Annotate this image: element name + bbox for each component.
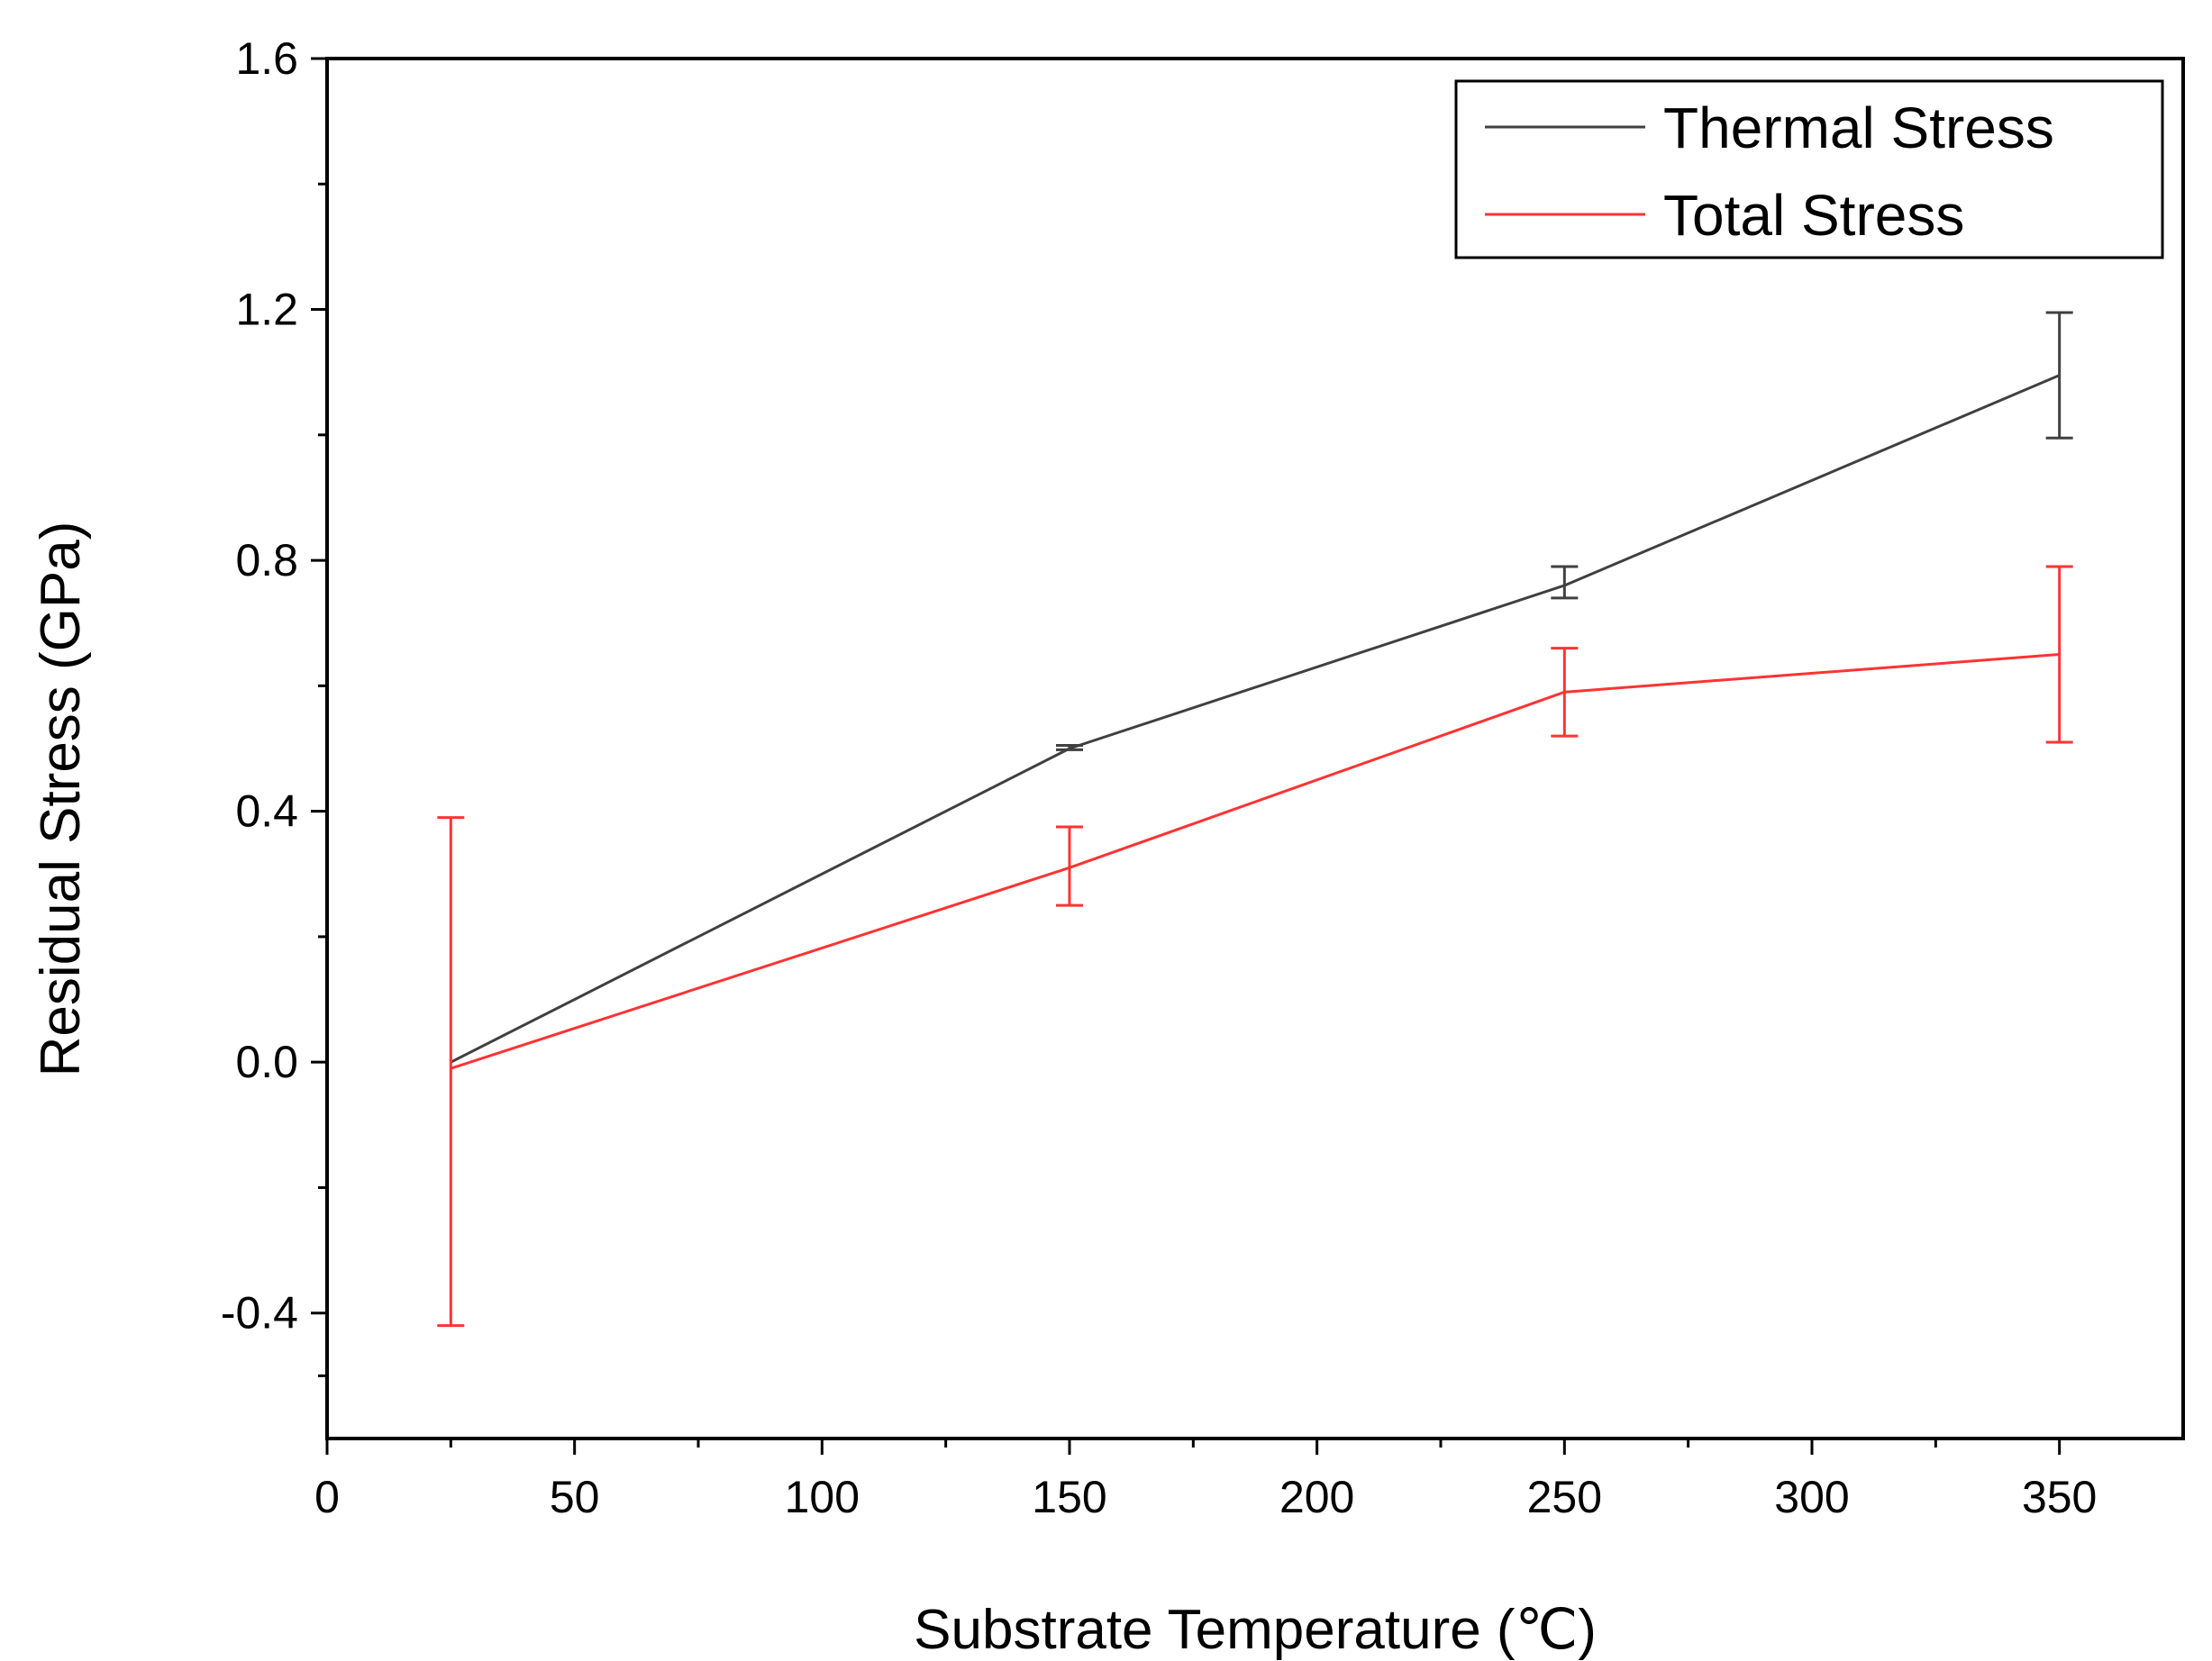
error-bar-total-stress [1551, 647, 1579, 738]
error-bar-thermal-stress [1056, 744, 1083, 751]
x-axis-ticks: 0 50 100 150 200 250 300 350 [314, 1439, 2097, 1522]
plot-area [325, 57, 2185, 1440]
series-line-thermal-stress [450, 374, 2061, 1064]
y-tick-label: -0.4 [221, 1288, 298, 1339]
error-bar-total-stress [437, 816, 465, 1328]
x-axis-title: Substrate Temperature (℃) [914, 1599, 1597, 1661]
x-tick-label: 300 [1774, 1472, 1849, 1522]
y-axis-title: Residual Stress (GPa) [30, 522, 92, 1077]
y-tick-label: 0.0 [235, 1037, 298, 1087]
error-bar-thermal-stress [1551, 565, 1579, 600]
x-tick-label: 100 [785, 1472, 860, 1522]
legend-label-total-stress: Total Stress [1663, 183, 1964, 248]
x-tick-label: 150 [1032, 1472, 1106, 1522]
legend: Thermal Stress Total Stress [1454, 79, 2164, 259]
series-layer [437, 311, 2073, 1328]
x-tick-label: 200 [1279, 1472, 1354, 1522]
series-thermal-stress [450, 311, 2073, 1064]
y-tick-label: 0.8 [235, 535, 298, 585]
series-total-stress [437, 565, 2073, 1328]
y-tick-label: 1.2 [235, 285, 298, 335]
y-axis-ticks: -0.4 0.0 0.4 0.8 1.2 1.6 [221, 33, 327, 1377]
x-tick-label: 50 [550, 1472, 600, 1522]
x-tick-label: 350 [2022, 1472, 2097, 1522]
y-tick-label: 1.6 [235, 33, 298, 84]
legend-box [1454, 79, 2164, 259]
series-line-total-stress [450, 653, 2060, 1070]
error-bar-total-stress [2045, 565, 2073, 744]
legend-label-thermal-stress: Thermal Stress [1663, 95, 2054, 160]
error-bar-thermal-stress [2045, 311, 2073, 440]
y-tick-label: 0.4 [235, 786, 298, 837]
error-bar-total-stress [1056, 825, 1083, 907]
x-tick-label: 250 [1527, 1472, 1602, 1522]
x-tick-label: 0 [314, 1472, 340, 1522]
